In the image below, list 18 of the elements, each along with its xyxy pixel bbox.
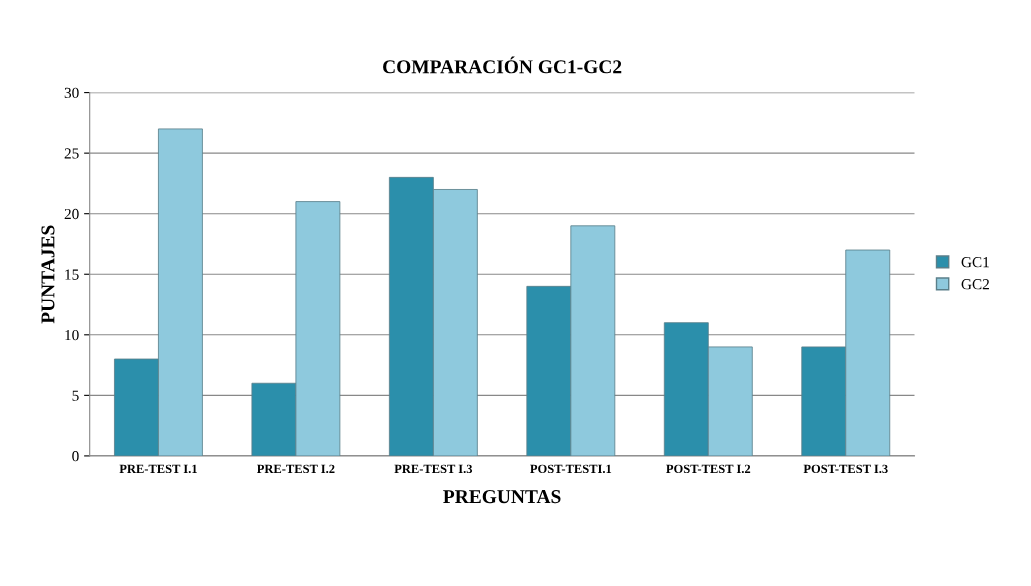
x-tick-label: PRE-TEST I.1	[119, 464, 197, 474]
y-tick-label: 30	[64, 87, 79, 99]
y-tick-label: 20	[64, 208, 79, 220]
legend-label: GC1	[961, 257, 989, 268]
y-tick-label: 10	[65, 329, 79, 341]
x-tick-label: PRE-TEST I.2	[256, 464, 335, 474]
chart-title: COMPARACIÓN GC1-GC2	[383, 56, 622, 74]
x-axis-title: PREGUNTAS	[443, 490, 561, 504]
x-tick-label: POST-TEST I.2	[666, 464, 751, 474]
y-tick-label: 5	[72, 390, 79, 401]
y-tick-label: 25	[64, 148, 79, 159]
legend-label: GC2	[961, 279, 989, 290]
y-axis-title: PUNTAJES	[41, 225, 55, 324]
x-tick-label: POST-TESTI.1	[530, 464, 612, 474]
y-tick-label: 0	[72, 451, 79, 462]
x-tick-label: PRE-TEST I.3	[394, 464, 473, 474]
y-tick-label: 15	[65, 269, 79, 280]
x-tick-label: POST-TEST I.3	[803, 464, 888, 474]
